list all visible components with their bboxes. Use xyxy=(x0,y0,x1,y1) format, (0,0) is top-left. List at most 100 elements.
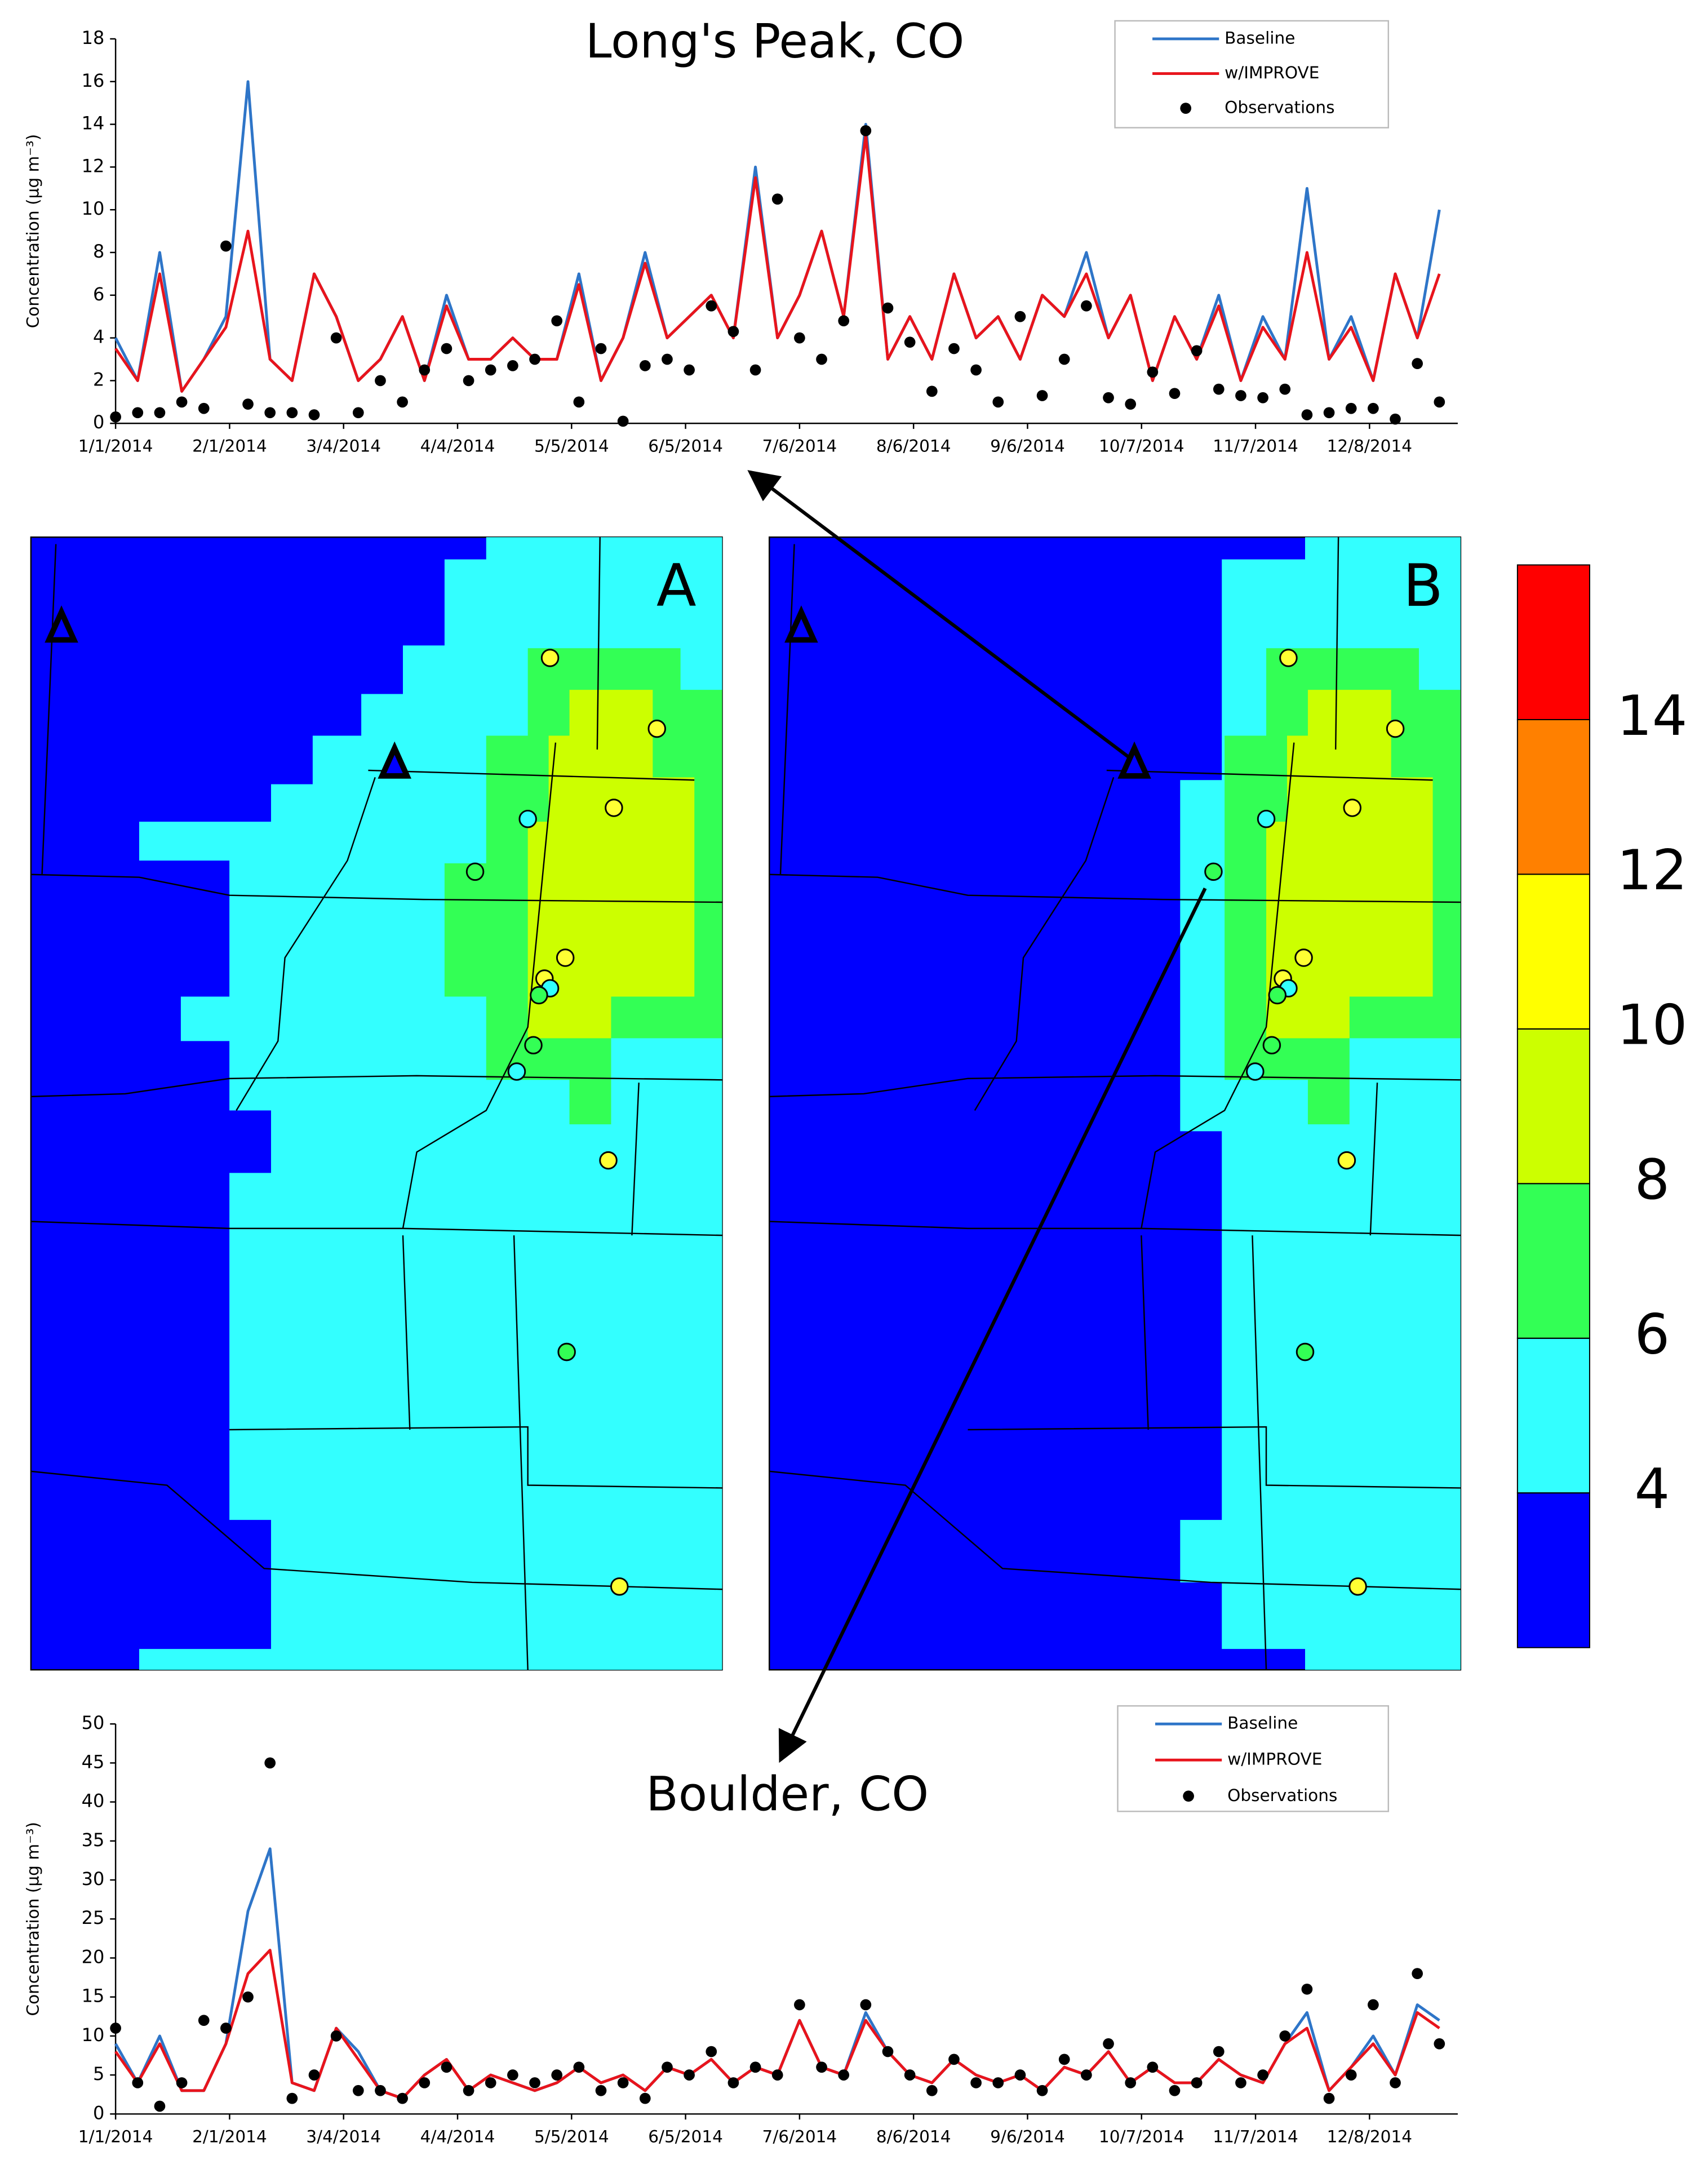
observation-point xyxy=(882,302,894,314)
observation-point xyxy=(727,2077,739,2088)
x-tick-label: 5/5/2014 xyxy=(534,437,609,456)
observation-point xyxy=(816,2061,827,2073)
observation-point xyxy=(1014,2069,1026,2081)
arrow xyxy=(747,470,1133,761)
y-tick-label: 4 xyxy=(93,326,104,348)
observation-point xyxy=(198,402,210,414)
observation-point xyxy=(308,2069,320,2081)
color-segment xyxy=(1516,1337,1590,1494)
site-markers xyxy=(465,649,666,1596)
colorbar-tick-label: 6 xyxy=(1634,1303,1670,1367)
color-segment xyxy=(1516,873,1590,1030)
observation-point xyxy=(485,364,496,376)
observation-point xyxy=(463,375,474,387)
observation-point xyxy=(1036,2085,1048,2096)
x-tick-label: 2/1/2014 xyxy=(192,437,267,456)
x-tick-label: 5/5/2014 xyxy=(534,2127,609,2146)
observation-point xyxy=(595,343,607,354)
x-tick-label: 11/7/2014 xyxy=(1213,2127,1298,2146)
observation-point xyxy=(1213,2046,1225,2057)
y-tick-label: 5 xyxy=(93,2063,104,2085)
observation-point xyxy=(1345,402,1357,414)
x-tick-label: 8/6/2014 xyxy=(876,437,951,456)
observation-point xyxy=(838,315,850,327)
map-a: A xyxy=(30,536,723,1671)
observation-point xyxy=(242,1991,254,2003)
y-tick-label: 35 xyxy=(82,1829,105,1851)
observation-point xyxy=(1412,1968,1423,1979)
observation-point xyxy=(1412,358,1423,369)
x-tick-label: 6/5/2014 xyxy=(648,437,723,456)
observation-point xyxy=(617,2077,629,2088)
observation-point xyxy=(1036,390,1048,401)
observation-point xyxy=(198,2015,210,2026)
observation-point xyxy=(463,2085,474,2096)
observation-point xyxy=(1257,392,1268,403)
observation-point xyxy=(904,336,916,348)
observation-point xyxy=(264,407,276,419)
observation-point xyxy=(1257,2069,1268,2081)
observation-point xyxy=(639,360,651,371)
observation-point xyxy=(1058,2054,1070,2065)
observation-point xyxy=(529,353,540,365)
y-axis-label: Concentration (µg m⁻³) xyxy=(23,134,42,329)
x-tick-label: 2/1/2014 xyxy=(192,2127,267,2146)
observation-point xyxy=(882,2046,894,2057)
observation-point xyxy=(1191,345,1203,357)
observation-point xyxy=(1279,383,1291,395)
map-b: B xyxy=(769,536,1462,1671)
x-tick-label: 11/7/2014 xyxy=(1213,437,1298,456)
site-triangle xyxy=(784,605,818,643)
observation-point xyxy=(110,411,121,423)
observation-point xyxy=(1345,2069,1357,2081)
y-tick-label: 25 xyxy=(82,1907,105,1928)
observation-point xyxy=(1279,2030,1291,2042)
chart-title: Boulder, CO xyxy=(646,1767,929,1822)
x-tick-label: 1/1/2014 xyxy=(78,437,153,456)
x-tick-label: 6/5/2014 xyxy=(648,2127,723,2146)
observation-point xyxy=(507,2069,518,2081)
observation-point xyxy=(838,2069,850,2081)
observation-point xyxy=(573,396,585,408)
observation-point xyxy=(662,2061,673,2073)
x-tick-label: 4/4/2014 xyxy=(420,2127,495,2146)
observation-point xyxy=(749,364,761,376)
observation-point xyxy=(1169,2085,1181,2096)
legend-label: Observations xyxy=(1225,98,1334,117)
x-tick-label: 10/7/2014 xyxy=(1099,437,1184,456)
observation-point xyxy=(1081,300,1092,312)
observation-point xyxy=(1103,2038,1114,2050)
observation-point xyxy=(1323,407,1335,419)
observation-point xyxy=(1323,2092,1335,2104)
x-tick-label: 7/6/2014 xyxy=(762,2127,837,2146)
x-tick-label: 3/4/2014 xyxy=(306,2127,381,2146)
x-tick-label: 1/1/2014 xyxy=(78,2127,153,2146)
x-tick-label: 10/7/2014 xyxy=(1099,2127,1184,2146)
observation-point xyxy=(992,396,1004,408)
observation-point xyxy=(441,2061,452,2073)
site-triangle xyxy=(1117,741,1151,779)
observation-point xyxy=(220,240,232,252)
observation-point xyxy=(397,2092,408,2104)
observation-point xyxy=(639,2092,651,2104)
observation-point xyxy=(352,407,364,419)
y-tick-label: 0 xyxy=(93,2102,104,2123)
series-line xyxy=(114,134,1441,393)
observation-point xyxy=(485,2077,496,2088)
site-markers xyxy=(1204,649,1405,1596)
observation-point xyxy=(706,300,717,312)
observation-point xyxy=(132,2077,144,2088)
observation-point xyxy=(419,364,431,376)
observation-point xyxy=(684,2069,695,2081)
site-triangle xyxy=(45,605,78,643)
observation-point xyxy=(948,2054,960,2065)
observation-point xyxy=(1213,383,1225,395)
observation-point xyxy=(926,2085,938,2096)
observation-point xyxy=(176,2077,188,2088)
observation-point xyxy=(132,407,144,419)
observation-point xyxy=(397,396,408,408)
observation-point xyxy=(1235,390,1246,401)
observation-point xyxy=(970,364,982,376)
observation-point xyxy=(1169,388,1181,400)
